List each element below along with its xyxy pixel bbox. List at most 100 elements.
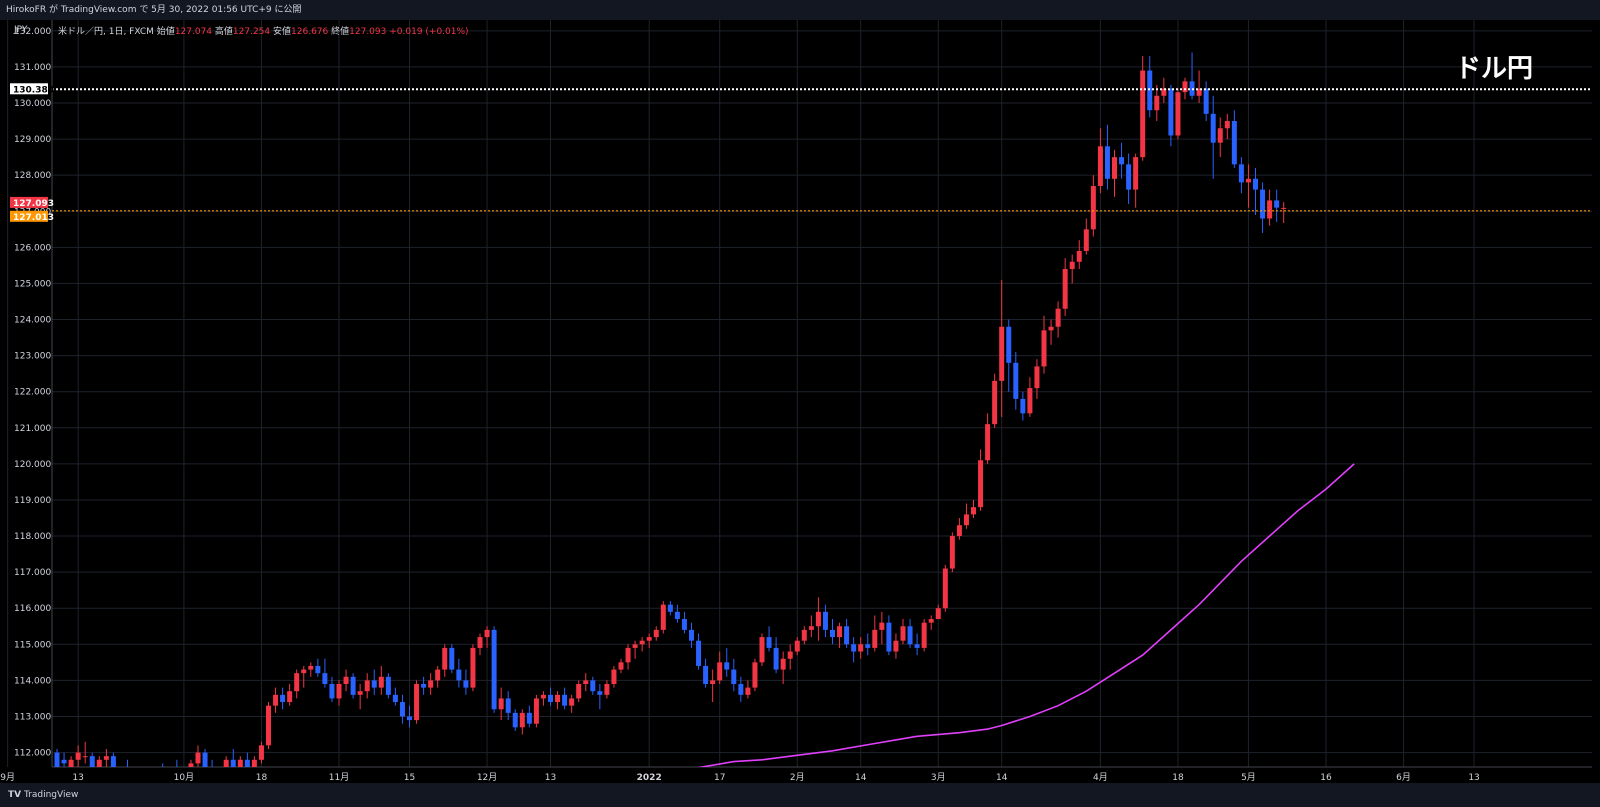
candle-body [858, 644, 864, 652]
candle-body [1006, 326, 1012, 363]
candle-body [1013, 362, 1019, 399]
candle-body [674, 611, 680, 620]
candle-body [653, 629, 659, 638]
candle-body [1133, 157, 1139, 190]
candle-body [428, 680, 434, 688]
candle-body [294, 673, 300, 692]
candle-body [660, 604, 666, 630]
publish-header: HirokoFR が TradingView.com で 5月 30, 2022… [0, 0, 1600, 20]
y-tick-label: 114.000 [14, 676, 51, 686]
candle-body [914, 644, 920, 648]
y-tick-label: 113.000 [14, 712, 51, 722]
candle-body [442, 647, 448, 670]
y-tick-label: 132.000 [14, 27, 51, 37]
candle-body [893, 640, 899, 652]
y-tick-label: 112.000 [14, 749, 51, 759]
x-tick-label: 3月 [931, 772, 946, 783]
x-tick-label: 4月 [1093, 772, 1108, 783]
candle-body [301, 669, 307, 674]
candle-body [484, 629, 490, 638]
candle-body [1076, 250, 1082, 262]
candle-body [110, 756, 116, 767]
candle-body [202, 752, 208, 767]
candle-body [696, 640, 702, 666]
x-tick-label: 14 [996, 773, 1008, 783]
candle-body [1112, 157, 1117, 179]
candle-body [1238, 164, 1244, 183]
candle-body [371, 680, 377, 688]
candle-body [68, 759, 74, 767]
legend-high: 127.254 [232, 27, 271, 37]
y-tick-label: 117.000 [14, 568, 51, 578]
candle-body [865, 644, 871, 648]
y-tick-label: 121.000 [14, 424, 51, 434]
chart-background [0, 20, 1600, 783]
candle-body [971, 507, 976, 515]
candle-body [223, 759, 229, 767]
candle-body [766, 637, 772, 648]
candle-body [519, 712, 525, 728]
candle-body [505, 698, 511, 713]
price-chart[interactable]: 112.000 113.000 114.000 115.000 116.000 117.0… [0, 20, 1600, 783]
candle-body [717, 662, 723, 681]
y-tick-label: 118.000 [14, 532, 51, 542]
candle-body [103, 756, 109, 760]
candle-body [421, 684, 427, 688]
x-tick-label: 17 [714, 773, 725, 783]
candle-body [315, 665, 321, 674]
candle-body [745, 687, 751, 695]
candle-body [251, 759, 257, 767]
y-tick-label: 124.000 [14, 316, 51, 326]
legend-low-label: 安値 [273, 27, 292, 37]
y-tick-label: 122.000 [14, 388, 51, 398]
candle-body [780, 658, 786, 670]
x-tick-label: 15 [404, 773, 415, 783]
candle-body [1041, 330, 1047, 367]
candle-body [273, 694, 279, 706]
overlay-title: ドル円 [1455, 54, 1534, 84]
candle-body [569, 698, 575, 706]
candle-body [540, 694, 546, 699]
candle-body [604, 684, 610, 695]
legend-high-label: 高値 [214, 27, 233, 37]
candle-body [1048, 326, 1054, 331]
candle-body [491, 629, 497, 710]
y-tick-label: 130.000 [14, 99, 51, 109]
candle-body [188, 763, 194, 767]
candle-body [879, 622, 885, 630]
candle-body [837, 626, 843, 638]
legend-open-label: 始値 [156, 27, 175, 37]
candle-body [794, 640, 800, 652]
candle-body [329, 684, 335, 699]
tradingview-logo-icon[interactable]: 𝗧𝗩 [8, 790, 24, 800]
price-label-text: 127.013 [13, 213, 54, 223]
candle-body [1203, 88, 1209, 114]
candle-body [900, 626, 906, 641]
candle-body [1231, 121, 1237, 165]
candle-body [646, 637, 652, 641]
candle-body [89, 756, 95, 767]
footer-brand[interactable]: TradingView [23, 790, 79, 800]
candle-body [992, 380, 998, 425]
candle-body [237, 759, 243, 767]
candle-body [963, 514, 969, 526]
candle-body [96, 759, 102, 767]
y-tick-label: 116.000 [14, 604, 51, 614]
candle-body [731, 669, 737, 684]
candle-body [477, 637, 483, 648]
candle-body [773, 647, 779, 670]
y-tick-label: 115.000 [14, 640, 51, 650]
y-tick-label: 119.000 [14, 496, 51, 506]
candle-body [830, 629, 835, 638]
candle-body [548, 694, 553, 703]
publish-text: HirokoFR が TradingView.com で 5月 30, 2022… [6, 5, 302, 15]
x-tick-label: 2022 [637, 773, 662, 783]
candle-body [632, 644, 638, 648]
y-tick-label: 120.000 [14, 460, 51, 470]
candle-body [1020, 398, 1026, 414]
candle-body [978, 460, 984, 508]
candle-body [1245, 178, 1251, 183]
candle-body [935, 608, 941, 620]
candle-body [985, 424, 991, 461]
candle-body [1196, 88, 1202, 96]
